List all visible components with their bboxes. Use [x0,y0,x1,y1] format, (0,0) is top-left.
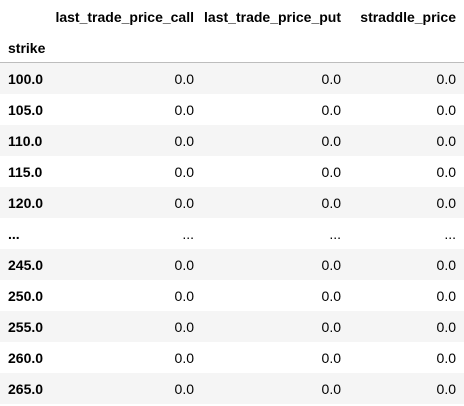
cell-straddle-price: 0.0 [436,163,456,180]
cell-last-trade-price-call: 0.0 [174,349,194,366]
cell-last-trade-price-put: 0.0 [321,380,341,397]
column-names-row: last_trade_price_call last_trade_price_p… [0,0,464,34]
table-header: last_trade_price_call last_trade_price_p… [0,0,464,63]
cell-last-trade-price-call: 0.0 [174,380,194,397]
cell-straddle-price: 0.0 [436,318,456,335]
cell-straddle-price: 0.0 [436,380,456,397]
row-index-strike: 250.0 [8,287,44,304]
table-row: 245.0 0.0 0.0 0.0 [0,249,464,280]
cell-last-trade-price-call: 0.0 [174,256,194,273]
cell-straddle-price: 0.0 [436,101,456,118]
index-name-label: strike [0,34,54,63]
table-row: 265.0 0.0 0.0 0.0 [0,373,464,404]
row-index-strike: 245.0 [8,256,44,273]
cell-straddle-price: ... [444,225,456,242]
row-index-strike: 110.0 [8,132,43,149]
cell-last-trade-price-call: 0.0 [174,132,194,149]
table-row: 105.0 0.0 0.0 0.0 [0,94,464,125]
cell-last-trade-price-put: 0.0 [321,256,341,273]
cell-last-trade-price-put: 0.0 [321,70,341,87]
table-row: 250.0 0.0 0.0 0.0 [0,280,464,311]
table-row: 255.0 0.0 0.0 0.0 [0,311,464,342]
row-index-strike: 260.0 [8,349,44,366]
table-row: 115.0 0.0 0.0 0.0 [0,156,464,187]
table-row: ............ [0,218,464,249]
row-index-strike: 100.0 [8,70,44,87]
cell-last-trade-price-call: ... [182,225,194,242]
table-row: 120.0 0.0 0.0 0.0 [0,187,464,218]
table-row: 110.0 0.0 0.0 0.0 [0,125,464,156]
table-body: 100.0 0.0 0.0 0.0 105.0 0.0 0.0 0.0 110.0 0.0 0.0 0… [0,62,464,404]
column-header-last-trade-price-put: last_trade_price_put [204,9,341,25]
cell-last-trade-price-put: 0.0 [321,287,341,304]
cell-straddle-price: 0.0 [436,349,456,366]
cell-last-trade-price-call: 0.0 [174,163,194,180]
header-corner [0,0,54,34]
index-name-row: strike [0,34,464,63]
cell-last-trade-price-put: 0.0 [321,101,341,118]
row-index-strike: 105.0 [8,101,44,118]
row-index-strike: ... [8,225,20,242]
cell-last-trade-price-call: 0.0 [174,318,194,335]
cell-straddle-price: 0.0 [436,132,456,149]
index-name-spacer [202,34,349,63]
cell-last-trade-price-call: 0.0 [174,101,194,118]
cell-last-trade-price-put: ... [329,225,341,242]
cell-straddle-price: 0.0 [436,256,456,273]
cell-last-trade-price-put: 0.0 [321,194,341,211]
cell-straddle-price: 0.0 [436,194,456,211]
cell-last-trade-price-put: 0.0 [321,349,341,366]
cell-last-trade-price-call: 0.0 [174,70,194,87]
index-name-spacer [54,34,202,63]
index-name-spacer [349,34,464,63]
cell-last-trade-price-call: 0.0 [174,194,194,211]
row-index-strike: 265.0 [8,380,44,397]
cell-last-trade-price-put: 0.0 [321,163,341,180]
row-index-strike: 120.0 [8,194,44,211]
cell-last-trade-price-put: 0.0 [321,318,341,335]
column-header-straddle-price: straddle_price [360,9,456,25]
cell-last-trade-price-call: 0.0 [174,287,194,304]
row-index-strike: 255.0 [8,318,44,335]
cell-straddle-price: 0.0 [436,70,456,87]
row-index-strike: 115.0 [8,163,43,180]
table-row: 100.0 0.0 0.0 0.0 [0,62,464,94]
table-row: 260.0 0.0 0.0 0.0 [0,342,464,373]
cell-straddle-price: 0.0 [436,287,456,304]
column-header-last-trade-price-call: last_trade_price_call [55,9,194,25]
cell-last-trade-price-put: 0.0 [321,132,341,149]
